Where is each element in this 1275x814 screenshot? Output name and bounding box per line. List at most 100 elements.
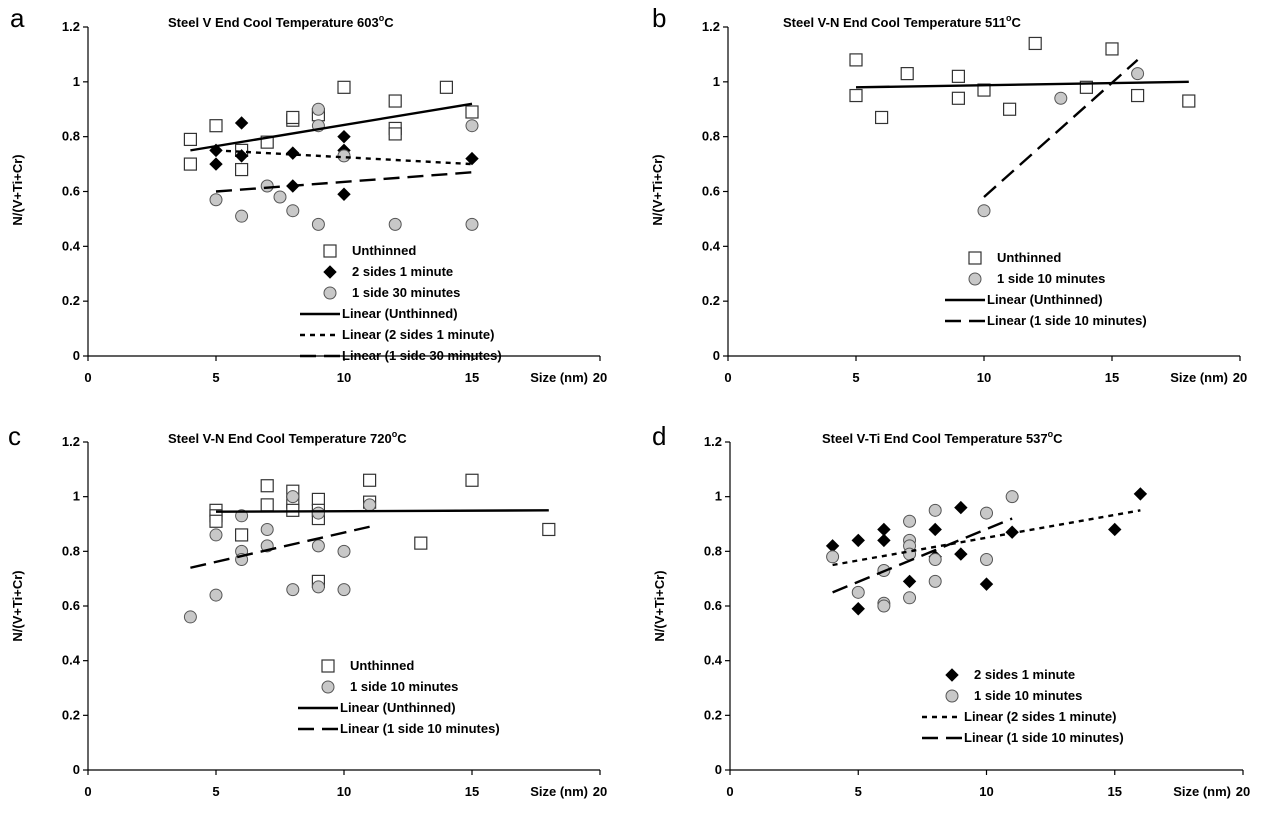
y-axis-label: N/(V+Ti+Cr) — [10, 570, 25, 641]
chart-title: Steel V-Ti End Cool Temperature 537oC — [822, 429, 1063, 446]
legend-marker — [321, 659, 335, 673]
legend: Unthinned 2 sides 1 minute 1 side 30 minut… — [300, 243, 502, 363]
chart-panel-d: d 0 0.2 0.4 0.6 0.8 1 1.2 0 5 10 15 20 Size (nm) N/(V+… — [652, 421, 1250, 799]
x-tick-label: 0 — [84, 370, 91, 385]
chart-title-text: Steel V-Ti End Cool Temperature 537 — [822, 431, 1048, 446]
data-point — [928, 553, 942, 567]
chart-panel-c: c 0 0.2 0.4 0.6 0.8 1 1.2 0 5 10 15 20 Size (nm) N/(V+… — [8, 421, 607, 799]
data-point — [928, 503, 942, 517]
y-tick-label: 0.6 — [702, 184, 720, 199]
y-tick-label: 1.2 — [62, 19, 80, 34]
data-point — [851, 533, 865, 548]
data-point — [1133, 487, 1148, 501]
panel-letter: c — [8, 421, 21, 451]
legend-entry: 1 side 10 minutes — [974, 688, 1082, 703]
data-point — [928, 574, 942, 588]
chart-panel-b: b 0 0.2 0.4 0.6 0.8 1 1.2 0 5 10 15 20 Size (nm) N/(V+… — [650, 3, 1247, 385]
x-axis-label: Size (nm) — [530, 370, 588, 385]
legend-entry: 2 sides 1 minute — [974, 667, 1075, 682]
x-tick-label: 20 — [1233, 370, 1247, 385]
data-point — [388, 94, 402, 108]
data-point — [851, 602, 865, 616]
legend-marker — [945, 689, 959, 703]
data-point — [849, 53, 863, 67]
data-point — [234, 149, 249, 163]
legend: 2 sides 1 minute 1 side 10 minutes Linear … — [922, 667, 1124, 745]
y-tick-label: 0 — [715, 762, 722, 777]
y-tick-label: 0.4 — [702, 238, 721, 253]
chart-title-unit: C — [1012, 15, 1022, 30]
data-point — [951, 91, 966, 105]
chart-title-text: Steel V-N End Cool Temperature 720 — [168, 431, 392, 446]
legend-marker — [323, 265, 337, 279]
y-tick-label: 0.8 — [702, 129, 720, 144]
x-tick-label: 15 — [465, 784, 479, 799]
data-point — [273, 190, 287, 204]
y-tick-label: 0.4 — [62, 653, 81, 668]
data-point — [1054, 91, 1068, 105]
data-point — [260, 479, 274, 493]
y-tick-label: 0 — [73, 348, 80, 363]
data-point — [363, 473, 377, 487]
data-point — [465, 473, 479, 487]
data-point — [877, 522, 891, 537]
legend-entry: Unthinned — [350, 658, 414, 673]
legend-entry: Linear (Unthinned) — [342, 306, 458, 321]
data-point — [286, 110, 300, 125]
y-tick-label: 0 — [73, 762, 80, 777]
legend-entry: Unthinned — [352, 243, 416, 258]
y-tick-label: 1 — [715, 489, 722, 504]
degree-symbol: o — [1048, 429, 1054, 439]
legend-entry: Linear (1 side 10 minutes) — [964, 730, 1124, 745]
chart-title-text: Steel V End Cool Temperature 603 — [168, 15, 379, 30]
legend-marker — [321, 680, 335, 694]
data-point — [1131, 67, 1145, 81]
data-point — [286, 204, 300, 218]
x-tick-label: 20 — [593, 784, 607, 799]
data-point — [209, 119, 223, 133]
y-tick-label: 0.6 — [62, 184, 80, 199]
x-tick-label: 20 — [1236, 784, 1250, 799]
y-tick-label: 1.2 — [62, 434, 80, 449]
chart-title: Steel V-N End Cool Temperature 511oC — [783, 13, 1022, 30]
data-point — [465, 105, 479, 119]
data-point — [337, 583, 351, 597]
trendline-solid — [215, 509, 549, 513]
x-tick-label: 0 — [84, 784, 91, 799]
data-point — [363, 498, 377, 512]
legend-entry: Linear (1 side 10 minutes) — [987, 313, 1147, 328]
trendline-dashed — [190, 525, 370, 569]
data-point — [980, 553, 993, 567]
data-point — [465, 217, 479, 231]
x-tick-label: 5 — [212, 370, 219, 385]
data-point — [979, 577, 994, 591]
data-point — [337, 544, 351, 558]
y-axis-label: N/(V+Ti+Cr) — [652, 570, 667, 641]
legend-entry: Linear (2 sides 1 minute) — [964, 709, 1116, 724]
data-point — [1182, 94, 1196, 108]
y-tick-label: 0 — [713, 348, 720, 363]
data-point — [209, 528, 223, 542]
x-axis-label: Size (nm) — [1173, 784, 1231, 799]
legend-marker — [323, 244, 337, 258]
chart-title: Steel V End Cool Temperature 603oC — [168, 13, 394, 30]
data-point — [209, 514, 223, 528]
data-point — [183, 610, 197, 624]
legend-entry: 1 side 10 minutes — [350, 679, 458, 694]
data-point — [209, 588, 223, 602]
data-point — [980, 506, 993, 520]
data-point — [414, 536, 428, 550]
legend-entry: Linear (2 sides 1 minute) — [342, 327, 494, 342]
data-point — [235, 162, 249, 177]
data-point — [286, 146, 300, 160]
panel-letter: a — [10, 3, 25, 33]
data-point — [903, 514, 917, 528]
data-point — [954, 500, 968, 515]
data-point — [951, 69, 966, 83]
data-point — [826, 550, 840, 564]
series-diamond — [825, 487, 1148, 616]
legend-entry: 1 side 30 minutes — [352, 285, 460, 300]
data-point — [388, 217, 402, 231]
data-point — [286, 490, 300, 504]
legend: Unthinned 1 side 10 minutes Linear (Unthin… — [298, 658, 500, 736]
